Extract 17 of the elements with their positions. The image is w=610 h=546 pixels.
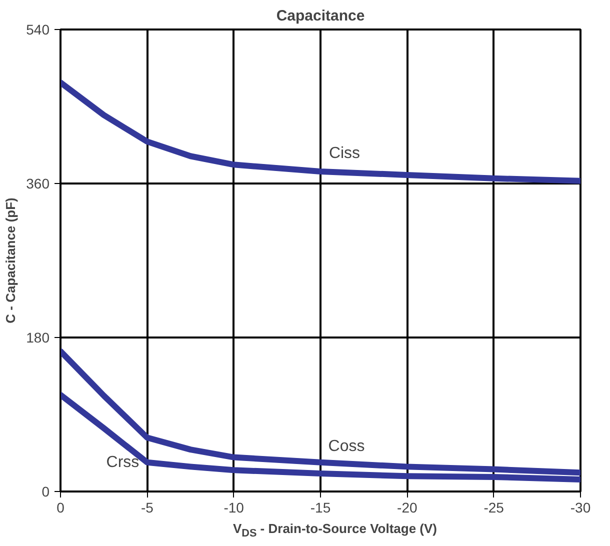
y-tick-label: 360 (26, 176, 50, 192)
x-tick-label: -25 (484, 500, 504, 516)
series-label: Crss (106, 454, 140, 471)
y-tick-label: 540 (26, 22, 50, 38)
x-axis-title: V$_{DS}$ - Drain-to-Source Voltage (V) (232, 520, 438, 542)
x-tick-label: -20 (397, 500, 418, 516)
y-axis-title: C - Capacitance (pF) (3, 198, 18, 324)
x-tick-label: -30 (570, 500, 591, 516)
x-tick-label: -5 (140, 500, 154, 516)
y-tick-label: 0 (42, 484, 50, 500)
y-tick-label: 180 (26, 330, 50, 346)
x-tick-label: -10 (224, 500, 244, 516)
x-tick-label: -15 (310, 500, 331, 516)
series-label: Coss (328, 438, 365, 455)
x-tick-label: 0 (56, 500, 65, 516)
series-label: Ciss (328, 145, 360, 162)
chart-title: Capacitance (276, 8, 365, 24)
